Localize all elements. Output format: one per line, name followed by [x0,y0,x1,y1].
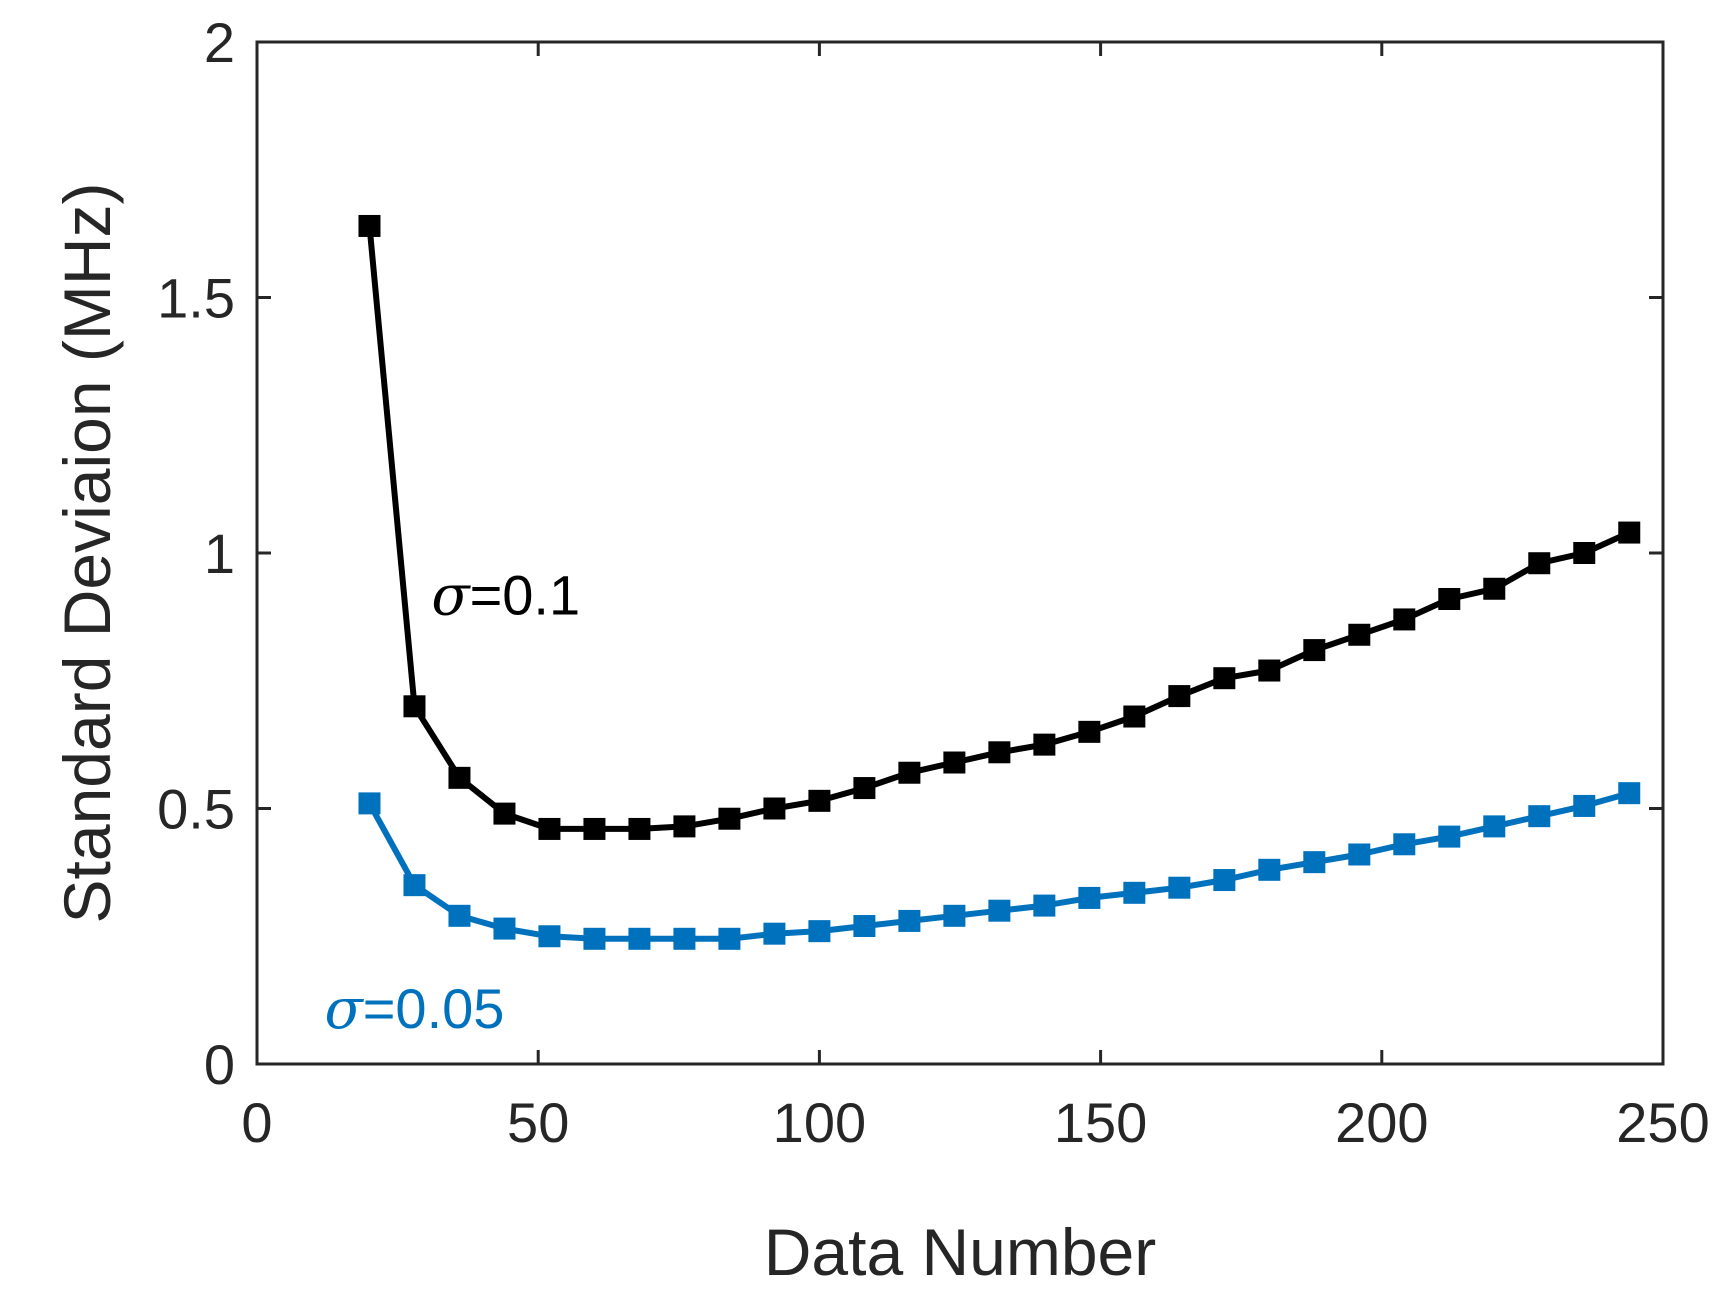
x-tick-label: 50 [507,1091,569,1154]
y-tick-label: 1.5 [157,267,235,330]
series-annotation: σ=0.1 [431,563,580,628]
data-point [538,817,561,840]
data-point [1528,805,1551,828]
data-point [808,920,831,943]
data-point [1348,623,1371,646]
sigma-symbol: σ [324,977,364,1042]
data-point [988,899,1011,922]
data-point [853,777,876,800]
data-point [718,927,741,950]
y-tick-label: 0 [204,1033,235,1096]
data-point [493,802,516,825]
y-tick-label: 1 [204,522,235,585]
series-annotation: σ=0.05 [324,977,504,1042]
data-point [1438,825,1461,848]
data-point [673,815,696,838]
data-point [538,925,561,948]
y-axis-title: Standard Deviaion (MHz) [50,183,124,924]
data-point [673,927,696,950]
y-tick-label: 2 [204,11,235,74]
data-point [1483,577,1506,600]
data-point [1033,733,1056,756]
data-point [628,927,651,950]
data-point [1573,542,1596,564]
data-point [1213,667,1236,690]
data-point [1123,881,1146,904]
data-point [1033,894,1056,917]
data-point [1078,886,1101,909]
x-axis-title: Data Number [764,1215,1157,1289]
data-point [1303,851,1326,874]
x-tick-label: 0 [241,1091,272,1154]
x-tick-label: 200 [1335,1091,1428,1154]
data-point [628,817,651,840]
data-point [763,797,786,820]
sigma-symbol: σ [431,563,471,628]
data-point [1438,587,1461,610]
data-point [898,909,921,932]
data-point [583,817,606,840]
annotation-value: =0.1 [470,563,581,626]
y-tick-label: 0.5 [157,778,235,841]
data-point [1213,869,1236,892]
data-point [1123,705,1146,728]
data-point [493,917,516,940]
data-point [1618,782,1641,805]
data-point [853,915,876,938]
data-point [403,874,426,897]
plot-area [257,42,1663,1064]
tick-labels: 0 50 100 150 200 250 0 0.5 1 1.5 2 [157,11,1710,1154]
series-1 [358,214,1641,840]
data-point [1078,720,1101,743]
data-point [943,904,966,927]
data-point [1258,659,1281,682]
x-tick-label: 250 [1616,1091,1709,1154]
data-point [763,922,786,945]
data-point [1393,833,1416,856]
data-point [1483,815,1506,838]
x-tick-label: 150 [1054,1091,1147,1154]
data-point [898,761,921,784]
x-tick-label: 100 [773,1091,866,1154]
data-point [358,214,381,237]
data-point [403,695,426,718]
data-point [1258,858,1281,881]
plot-frame [255,40,1665,1066]
data-point [1348,843,1371,866]
data-point [1573,794,1596,817]
data-point [1168,876,1191,899]
data-point [358,792,381,815]
data-point [1393,608,1416,631]
data-point [1303,639,1326,662]
annotation-value: =0.05 [363,977,505,1040]
data-point [448,904,471,927]
annotations: σ=0.1σ=0.05 [324,563,580,1042]
data-point [718,807,741,830]
data-point [448,766,471,789]
data-point [943,751,966,774]
data-point [1168,685,1191,708]
series-layer [358,214,1641,950]
series-2 [358,782,1641,950]
data-point [1618,521,1641,544]
data-point [988,741,1011,764]
data-point [1528,552,1551,575]
data-point [808,789,831,812]
data-point [583,927,606,950]
